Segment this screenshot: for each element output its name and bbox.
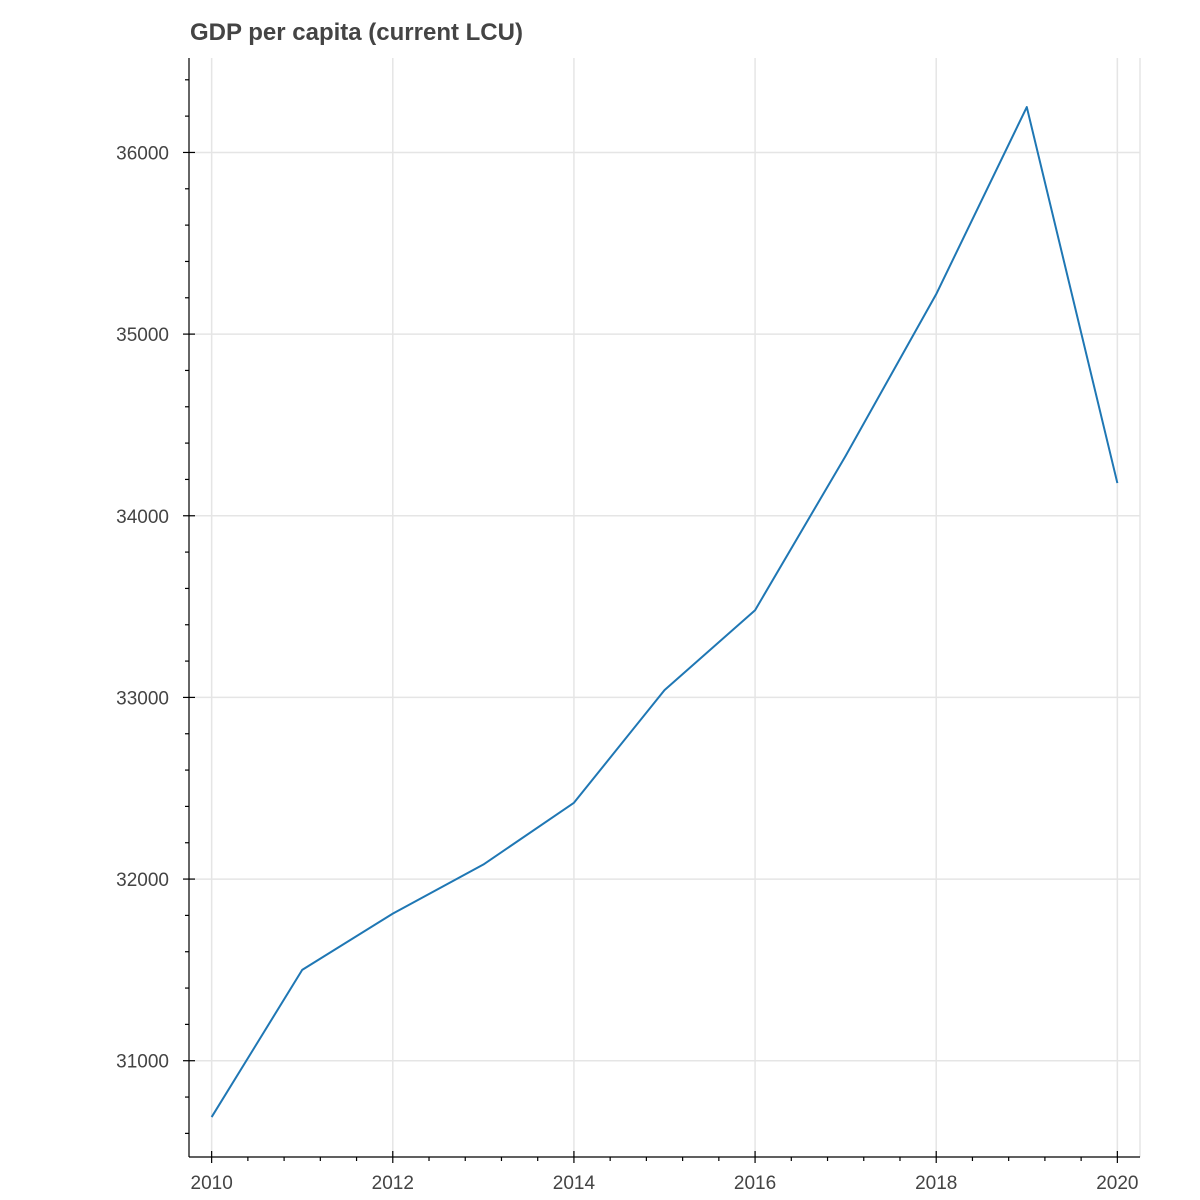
data-point	[211, 1116, 213, 1118]
y-tick-label: 34000	[116, 507, 169, 528]
data-point	[392, 913, 394, 915]
series-line	[210, 106, 1119, 1118]
data-point	[1116, 482, 1118, 484]
y-tick-label: 36000	[116, 143, 169, 164]
x-tick-label: 2016	[734, 1173, 776, 1194]
data-point	[573, 802, 575, 804]
grid-lines	[189, 58, 1141, 1157]
y-tick-label: 32000	[116, 870, 169, 891]
x-tick-label: 2020	[1096, 1173, 1138, 1194]
data-point	[754, 609, 756, 611]
y-tick-label: 31000	[116, 1052, 169, 1073]
data-point	[845, 455, 847, 457]
y-tick-label: 35000	[116, 325, 169, 346]
data-point	[935, 293, 937, 295]
x-tick-label: 2010	[191, 1173, 233, 1194]
axes	[183, 58, 1140, 1163]
x-tick-label: 2018	[915, 1173, 957, 1194]
data-point	[301, 969, 303, 971]
data-point	[1026, 106, 1028, 108]
x-tick-label: 2012	[372, 1173, 414, 1194]
tick-labels: 31000 32000 33000 34000 35000 36000 2010 2012 20…	[116, 143, 1138, 1194]
series-layer	[210, 106, 1119, 1118]
data-point	[664, 689, 666, 691]
y-tick-label: 33000	[116, 688, 169, 709]
x-tick-label: 2014	[553, 1173, 596, 1194]
chart-title: GDP per capita (current LCU)	[190, 19, 523, 46]
data-point	[482, 864, 484, 866]
